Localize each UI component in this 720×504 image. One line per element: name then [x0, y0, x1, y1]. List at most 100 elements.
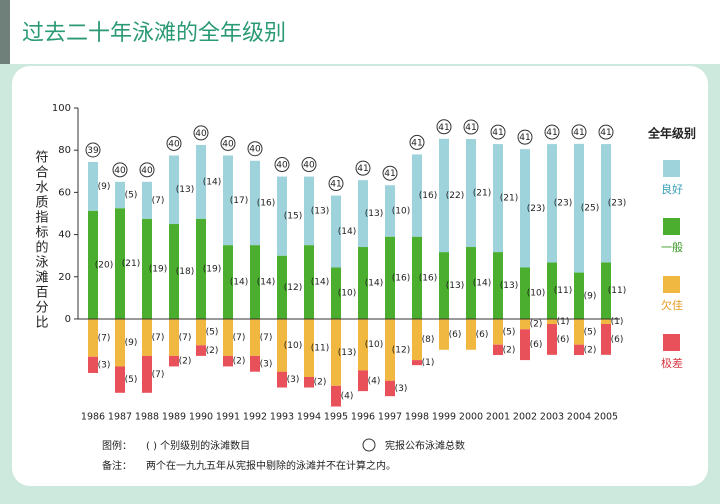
bar-segment [493, 252, 503, 319]
page-title: 过去二十年泳滩的全年级别 [22, 21, 286, 46]
x-tick-label: 1990 [189, 412, 213, 423]
count-label: (7) [233, 333, 246, 343]
count-label: (22) [446, 191, 464, 201]
count-label: (16) [419, 273, 437, 283]
total-label: 41 [600, 128, 611, 138]
legend-swatch [663, 218, 680, 235]
total-label: 40 [141, 166, 153, 176]
bar-segment [574, 318, 584, 345]
bar-segment [142, 318, 152, 356]
x-tick-label: 2004 [567, 412, 591, 423]
bar-segment [142, 181, 152, 219]
bar-segment [115, 181, 125, 209]
bar-segment [601, 318, 611, 325]
total-circle [301, 157, 317, 173]
count-label: (14) [230, 278, 248, 288]
count-label: (8) [422, 335, 435, 345]
count-label: (6) [476, 330, 489, 340]
bar-segment [250, 160, 260, 246]
bar-segment [574, 272, 584, 319]
count-label: (7) [260, 333, 273, 343]
total-label: 41 [411, 138, 422, 148]
count-label: (6) [530, 340, 543, 350]
bar-segment [277, 371, 287, 388]
count-label: (10) [338, 289, 356, 299]
bar-segment [574, 344, 584, 356]
count-label: (21) [500, 194, 518, 204]
bar-segment [277, 255, 287, 319]
bar-segment [331, 385, 341, 407]
bar-segment [547, 324, 557, 355]
total-circle [517, 129, 533, 145]
count-label: (21) [122, 259, 140, 269]
count-label: (7) [98, 333, 111, 343]
bar-segment [223, 318, 233, 356]
footer-total-note: 宪报公布泳滩总数 [385, 439, 465, 452]
count-label: (5) [125, 375, 138, 385]
count-label: (12) [392, 345, 410, 355]
y-tick-label: 20 [58, 272, 71, 283]
y-tick-label: 0 [65, 314, 71, 325]
count-label: (3) [395, 384, 408, 394]
bar-segment [88, 162, 98, 211]
x-tick-label: 1991 [216, 412, 240, 423]
count-label: (13) [446, 281, 464, 291]
bar-segment [493, 144, 503, 253]
x-tick-label: 1993 [270, 412, 294, 423]
count-label: (2) [206, 346, 219, 356]
count-label: (23) [554, 199, 572, 209]
bar-segment [142, 355, 152, 393]
count-label: (4) [368, 376, 381, 386]
legend-label: 极差 [661, 356, 683, 370]
bar-segment [169, 355, 179, 367]
bar-segment [250, 355, 260, 372]
total-circle [112, 162, 128, 178]
bar-segment [493, 344, 503, 356]
bar-segment [412, 154, 422, 237]
bar-segment [547, 318, 557, 325]
total-circle [571, 124, 587, 140]
bar-segment [250, 318, 260, 356]
x-tick-label: 1986 [81, 412, 105, 423]
total-circle [544, 124, 560, 140]
header-accent [0, 0, 10, 64]
bar-segment [115, 318, 125, 367]
bar-segment [439, 138, 449, 253]
bar-segment [520, 329, 530, 361]
bar-segment [439, 252, 449, 319]
x-tick-label: 2001 [486, 412, 510, 423]
count-label: (10) [284, 341, 302, 351]
x-tick-label: 1989 [162, 412, 186, 423]
footer-legend-label: 图例： [102, 439, 132, 452]
count-label: (14) [257, 278, 275, 288]
count-label: (10) [365, 340, 383, 350]
count-label: (14) [365, 278, 383, 288]
total-circle [328, 176, 344, 192]
bar-segment [304, 176, 314, 246]
count-label: (14) [311, 278, 329, 288]
count-label: (14) [203, 177, 221, 187]
bar-segment [277, 318, 287, 372]
total-circle [382, 165, 398, 181]
x-tick-label: 1998 [405, 412, 429, 423]
bar-segment [304, 318, 314, 377]
legend-swatch [663, 334, 680, 351]
bar-segment [412, 360, 422, 366]
count-label: (5) [503, 327, 516, 337]
bar-segment [196, 144, 206, 219]
total-circle [247, 141, 263, 157]
footer-count-note: ( ) 个别级别的泳滩数目 [146, 439, 250, 452]
count-label: (2) [233, 357, 246, 367]
bar-segment [169, 318, 179, 356]
bar-segment [520, 149, 530, 268]
count-label: (13) [365, 209, 383, 219]
bar-segment [250, 245, 260, 319]
count-label: (16) [392, 273, 410, 283]
count-label: (21) [473, 189, 491, 199]
count-label: (1) [422, 358, 435, 368]
bar-segment [169, 224, 179, 319]
count-label: (17) [230, 196, 248, 206]
count-label: (6) [611, 335, 624, 345]
total-label: 41 [357, 164, 368, 174]
count-label: (13) [176, 185, 194, 195]
